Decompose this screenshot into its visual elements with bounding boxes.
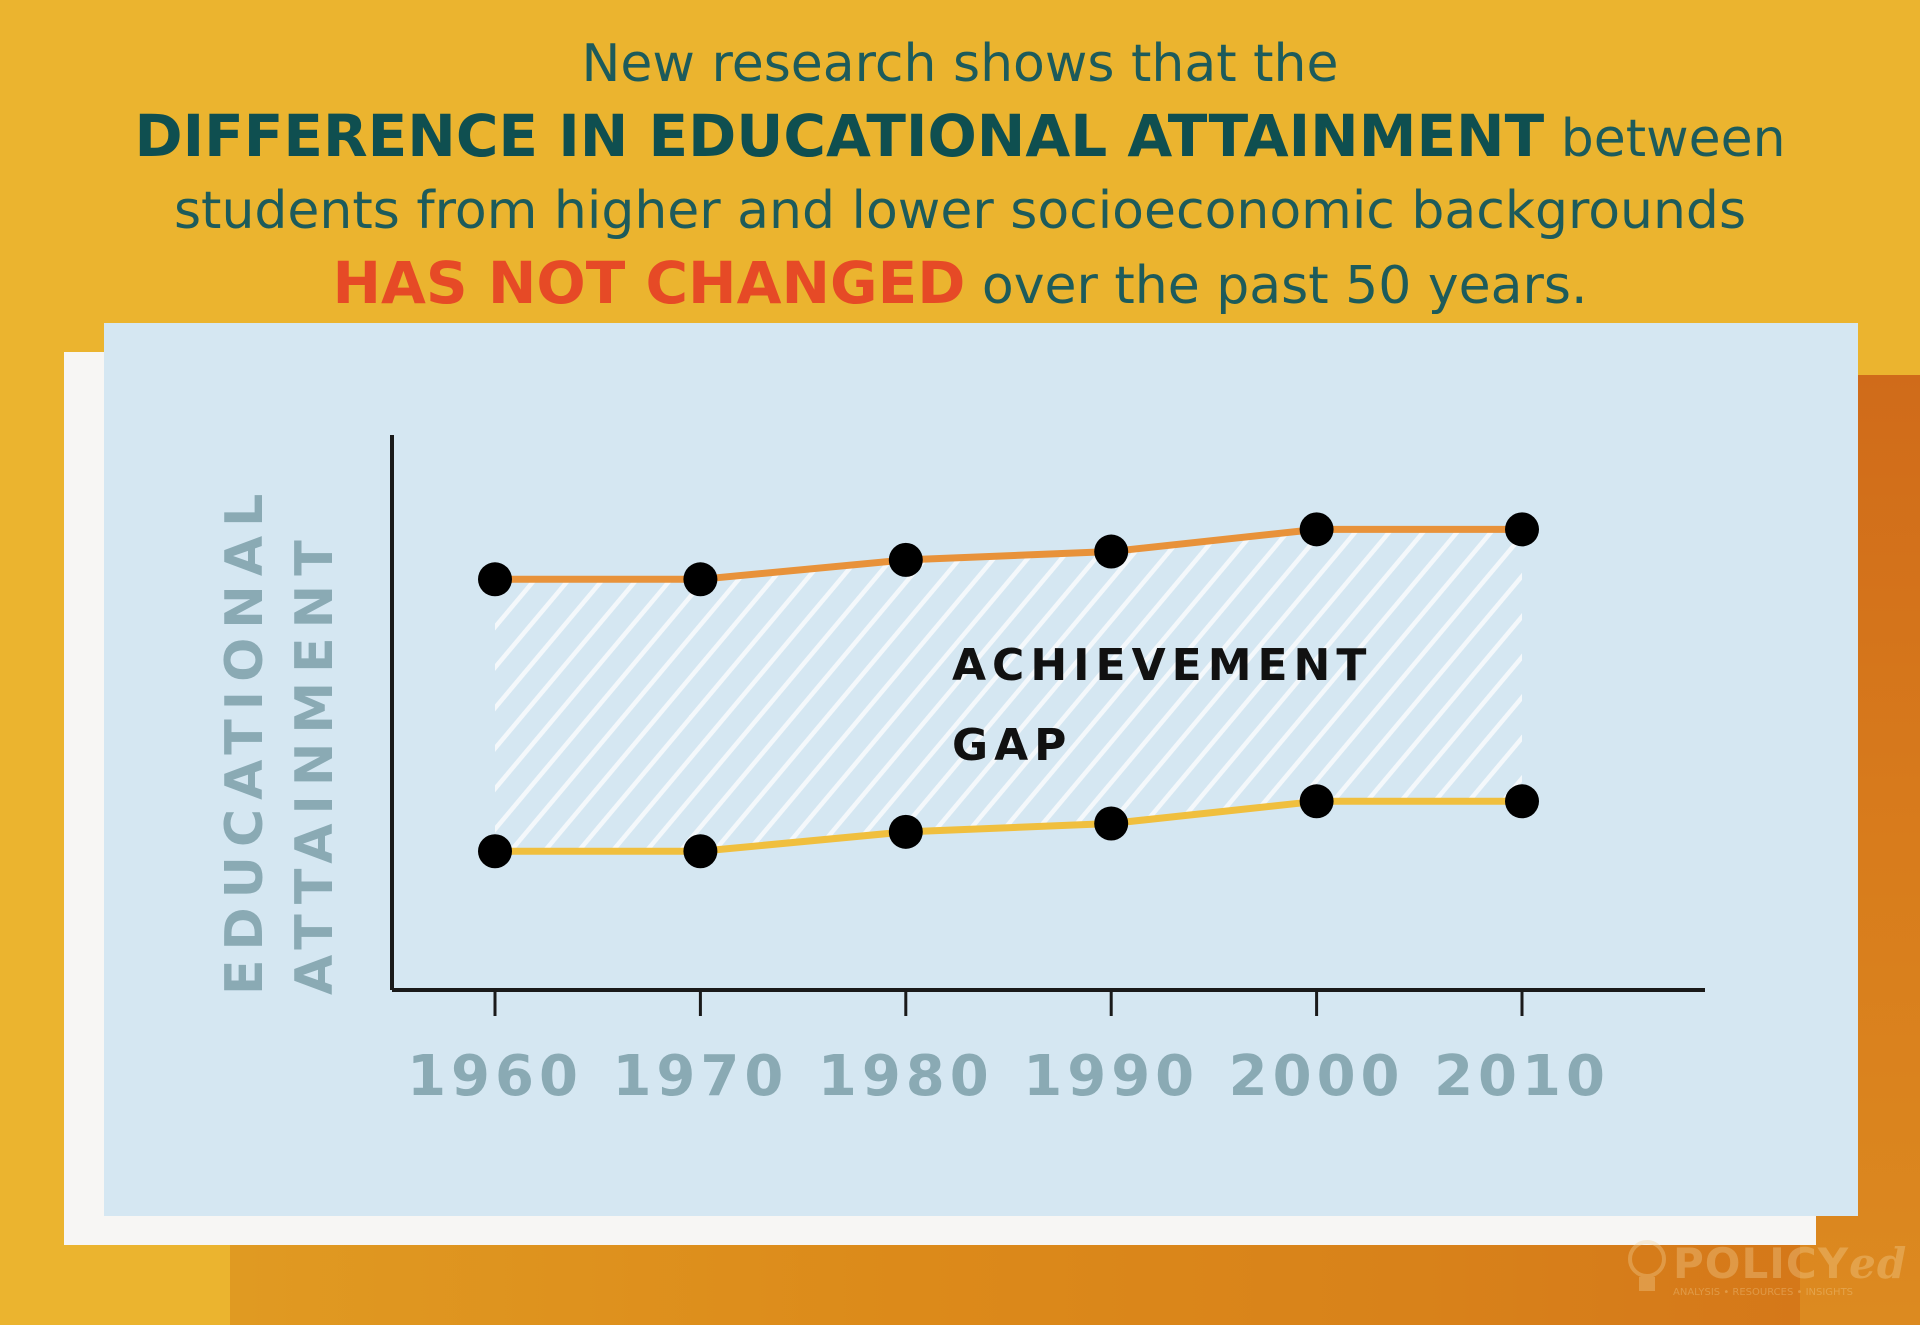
- headline-line-3: students from higher and lower socioecon…: [173, 181, 1747, 241]
- data-point-series2-1960: [478, 834, 512, 869]
- axes: [390, 435, 1705, 1016]
- data-point-series1-1960: [478, 562, 512, 597]
- data-point-series1-1970: [683, 562, 718, 597]
- logo-text: POLICYed: [1673, 1239, 1908, 1288]
- data-point-series2-2000: [1299, 784, 1334, 819]
- x-tick-labels: 1960 1970 1980 1990 2000 2010: [407, 1044, 1610, 1109]
- x-tick-label-2010: 2010: [1434, 1044, 1610, 1109]
- series-line-1: [491, 525, 1526, 583]
- data-point-series2-2010: [1505, 784, 1539, 819]
- data-point-series2-1970: [683, 834, 718, 869]
- headline-line-2: DIFFERENCE IN EDUCATIONAL ATTAINMENT bet…: [0, 100, 1920, 175]
- series-line-2: [491, 797, 1526, 855]
- headline-line-2-rest: between: [1544, 109, 1786, 169]
- headline-line-4-rest: over the past 50 years.: [965, 256, 1588, 316]
- achievement-gap-annotation: ACHIEVEMENT GAP: [952, 640, 1372, 771]
- data-point-series1-2000: [1299, 512, 1334, 547]
- annotation-line-2: GAP: [952, 720, 1072, 771]
- achievement-gap-region: [495, 529, 1522, 852]
- annotation-line-1: ACHIEVEMENT: [952, 640, 1372, 691]
- policyed-logo: POLICYed ANALYSIS • RESOURCES • INSIGHTS: [1625, 1235, 1908, 1305]
- data-point-series2-1990: [1094, 806, 1129, 841]
- achievement-gap-hatch: [495, 529, 1522, 852]
- headline: New research shows that the DIFFERENCE I…: [0, 28, 1920, 322]
- data-point-series2-1980: [888, 814, 923, 849]
- data-point-series1-2010: [1505, 512, 1539, 547]
- headline-emphasis-red: HAS NOT CHANGED: [332, 249, 966, 317]
- x-tick-label-1980: 1980: [818, 1044, 994, 1109]
- x-tick-label-1960: 1960: [407, 1044, 583, 1109]
- data-points: [478, 512, 1539, 869]
- x-tick-label-1990: 1990: [1023, 1044, 1199, 1109]
- headline-line-1: New research shows that the: [581, 34, 1339, 94]
- x-tick-label-2000: 2000: [1229, 1044, 1405, 1109]
- data-point-series1-1980: [888, 542, 923, 577]
- data-point-series1-1990: [1094, 534, 1129, 569]
- series-lines: [491, 525, 1526, 855]
- lightbulb-icon: [1628, 1240, 1666, 1291]
- logo-subtext: ANALYSIS • RESOURCES • INSIGHTS: [1673, 1287, 1854, 1298]
- x-tick-label-1970: 1970: [612, 1044, 788, 1109]
- headline-emphasis-teal: DIFFERENCE IN EDUCATIONAL ATTAINMENT: [134, 102, 1545, 170]
- headline-line-4: HAS NOT CHANGED over the past 50 years.: [0, 247, 1920, 322]
